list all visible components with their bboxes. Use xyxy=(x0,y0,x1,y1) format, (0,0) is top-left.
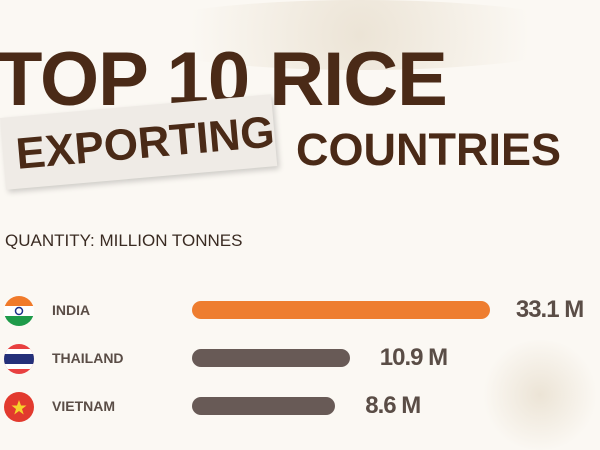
rice-decoration xyxy=(480,340,600,450)
category-label: VIETNAM xyxy=(52,398,115,414)
thailand-flag-icon xyxy=(4,344,34,374)
rice-decoration xyxy=(120,0,600,70)
bar xyxy=(192,349,350,367)
india-flag-icon xyxy=(4,296,34,326)
category-label: THAILAND xyxy=(52,350,124,366)
subtitle: QUANTITY: MILLION TONNES xyxy=(5,231,243,250)
value-label: 33.1 M xyxy=(515,296,584,323)
bar xyxy=(192,397,336,415)
bar-row: VIETNAM 8.6 M xyxy=(0,392,600,422)
bar xyxy=(192,301,490,319)
vietnam-flag-icon xyxy=(4,392,34,422)
category-label: INDIA xyxy=(52,302,91,318)
bar-row: INDIA 33.1 M xyxy=(0,296,600,326)
value-label: 8.6 M xyxy=(365,392,421,419)
title-line-2: COUNTRIES xyxy=(296,124,562,175)
bar-row: THAILAND 10.9 M xyxy=(0,344,600,374)
value-label: 10.9 M xyxy=(379,344,448,371)
